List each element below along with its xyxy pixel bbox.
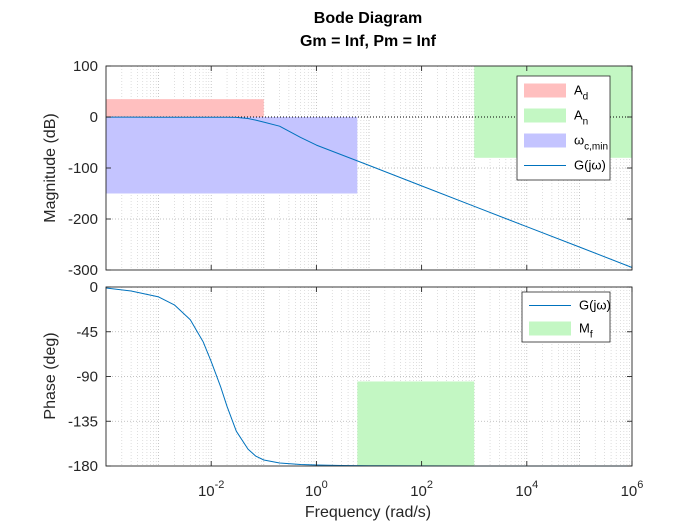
magnitude-legend-label-omega: ωc,min (574, 133, 608, 153)
magnitude-legend-swatch-a_d (524, 83, 566, 98)
magnitude-y-tick-label: -300 (68, 262, 98, 279)
phase-y-axis-label: Phase (deg) (42, 332, 59, 419)
magnitude-y-tick-label: 100 (73, 58, 98, 75)
phase-legend-label-line: G(jω) (579, 298, 611, 313)
magnitude-y-tick-label: 0 (90, 109, 98, 126)
x-axis-label: Frequency (rad/s) (305, 504, 431, 521)
phase-legend-swatch-m_f (529, 321, 571, 336)
phase-y-tick-label: -45 (76, 324, 98, 341)
phase-legend: G(jω) Mf (521, 291, 611, 343)
magnitude-legend-label-a_d: Ad (574, 83, 588, 103)
x-tick-label: 104 (515, 479, 538, 500)
phase-panel: 0 -45 -90 -135 -180 G(jω) Mf 10-2 100 102 104 106 (68, 279, 643, 500)
magnitude-region-omega (106, 117, 358, 194)
magnitude-series-line (105, 116, 633, 268)
phase-region-m_f (357, 381, 475, 466)
phase-y-tick-label: -90 (76, 369, 98, 386)
x-tick-label: 10-2 (198, 479, 224, 500)
magnitude-legend-label-a_n: An (574, 108, 588, 128)
magnitude-panel: 100 0 -100 -200 -300 Ad An ωc,min G(jω) (68, 58, 633, 279)
x-tick-label: 106 (621, 479, 644, 500)
magnitude-region-a_d (106, 99, 264, 117)
phase-legend-label-m_f: Mf (579, 321, 593, 341)
magnitude-y-axis-label: Magnitude (dB) (42, 113, 59, 222)
x-tick-label: 102 (410, 479, 433, 500)
magnitude-y-tick-label: -200 (68, 211, 98, 228)
chart-title: Bode Diagram (314, 10, 422, 27)
magnitude-legend-swatch-a_n (524, 108, 566, 123)
magnitude-legend-swatch-omega (524, 133, 566, 148)
phase-y-tick-label: -135 (68, 413, 98, 430)
magnitude-y-tick-label: -100 (68, 160, 98, 177)
x-tick-label: 100 (305, 479, 328, 500)
magnitude-legend: Ad An ωc,min G(jω) (516, 75, 611, 181)
phase-y-tick-label: -180 (68, 458, 98, 475)
magnitude-legend-label-line: G(jω) (574, 158, 606, 173)
phase-y-tick-label: 0 (90, 279, 98, 296)
chart-subtitle: Gm = Inf, Pm = Inf (300, 33, 437, 50)
